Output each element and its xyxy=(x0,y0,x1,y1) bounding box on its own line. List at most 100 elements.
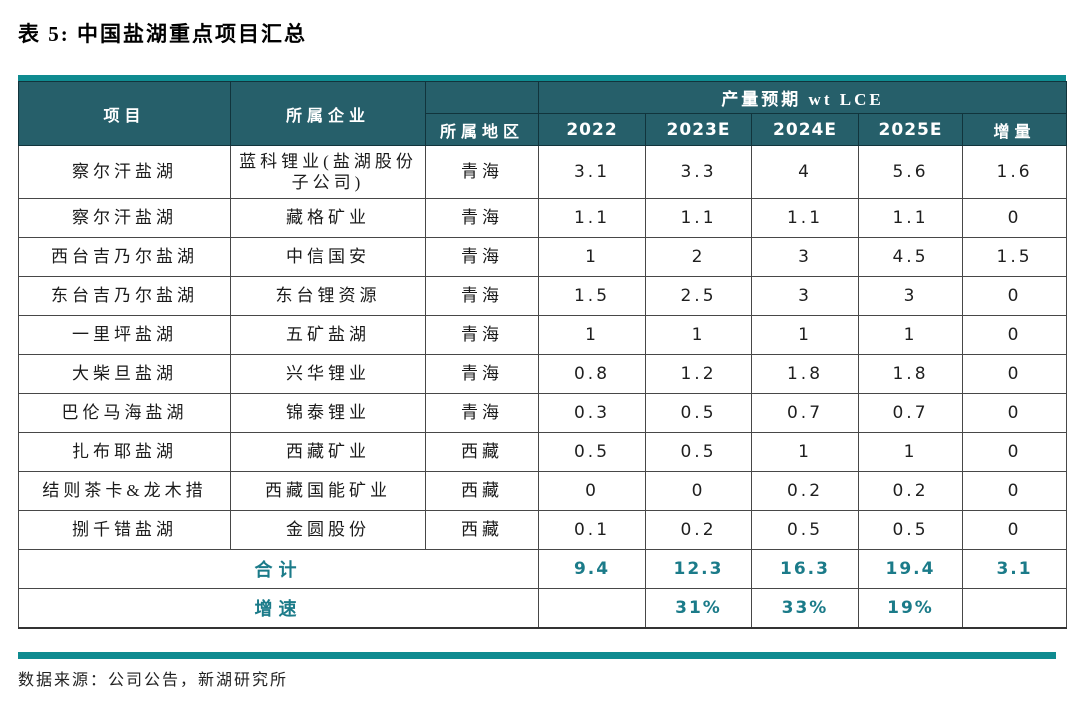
table-row: 察尔汗盐湖 蓝科锂业(盐湖股份子公司) 青海 3.1 3.3 4 5.6 1.6 xyxy=(18,145,1068,199)
project-cell: 一里坪盐湖 xyxy=(18,315,231,355)
value-increment: 0 xyxy=(961,315,1068,355)
value-2022: 1.5 xyxy=(538,276,646,316)
region-cell: 青海 xyxy=(425,145,539,199)
value-2023e: 0.5 xyxy=(645,393,752,433)
project-cell: 大柴旦盐湖 xyxy=(18,354,231,394)
header-year-2024e: 2024E xyxy=(751,113,859,146)
value-2024e: 0.2 xyxy=(751,471,859,511)
value-increment: 0 xyxy=(961,510,1068,550)
value-2025e: 1.1 xyxy=(858,198,963,238)
header-year-2022: 2022 xyxy=(538,113,646,146)
project-cell: 巴伦马海盐湖 xyxy=(18,393,231,433)
growth-2024e: 33% xyxy=(751,588,859,629)
table-row: 大柴旦盐湖 兴华锂业 青海 0.8 1.2 1.8 1.8 0 xyxy=(18,354,1068,394)
value-2023e: 2.5 xyxy=(645,276,752,316)
table-row: 东台吉乃尔盐湖 东台锂资源 青海 1.5 2.5 3 3 0 xyxy=(18,276,1068,316)
value-2022: 1.1 xyxy=(538,198,646,238)
project-cell: 捌千错盐湖 xyxy=(18,510,231,550)
header-year-2025e: 2025E xyxy=(858,113,963,146)
total-2024e: 16.3 xyxy=(751,549,859,589)
value-2022: 0.8 xyxy=(538,354,646,394)
value-2024e: 4 xyxy=(751,145,859,199)
value-2022: 1 xyxy=(538,237,646,277)
growth-2023e: 31% xyxy=(645,588,752,629)
region-cell: 西藏 xyxy=(425,432,539,472)
value-2023e: 2 xyxy=(645,237,752,277)
growth-2022 xyxy=(538,588,646,629)
projects-table: 项目 所属企业 产量预期 wt LCE 所属地区 2022 2023E 2024… xyxy=(18,75,1068,629)
value-increment: 0 xyxy=(961,354,1068,394)
value-2023e: 1 xyxy=(645,315,752,355)
value-2024e: 1 xyxy=(751,315,859,355)
total-label: 合计 xyxy=(18,549,539,589)
header-region: 所属地区 xyxy=(425,113,539,146)
value-2024e: 0.7 xyxy=(751,393,859,433)
value-increment: 1.6 xyxy=(961,145,1068,199)
value-2025e: 1 xyxy=(858,432,963,472)
value-2023e: 3.3 xyxy=(645,145,752,199)
company-cell: 五矿盐湖 xyxy=(230,315,426,355)
project-cell: 东台吉乃尔盐湖 xyxy=(18,276,231,316)
region-cell: 青海 xyxy=(425,354,539,394)
project-cell: 扎布耶盐湖 xyxy=(18,432,231,472)
value-2025e: 4.5 xyxy=(858,237,963,277)
value-2024e: 3 xyxy=(751,276,859,316)
header-company: 所属企业 xyxy=(230,81,426,146)
value-2024e: 3 xyxy=(751,237,859,277)
region-cell: 青海 xyxy=(425,276,539,316)
data-source-note: 数据来源：公司公告，新湖研究所 xyxy=(18,672,289,689)
header-year-2023e: 2023E xyxy=(645,113,752,146)
value-2024e: 0.5 xyxy=(751,510,859,550)
value-increment: 0 xyxy=(961,432,1068,472)
value-increment: 0 xyxy=(961,198,1068,238)
table-row: 结则茶卡&龙木措 西藏国能矿业 西藏 0 0 0.2 0.2 0 xyxy=(18,471,1068,511)
value-increment: 0 xyxy=(961,276,1068,316)
table-header: 项目 所属企业 产量预期 wt LCE 所属地区 2022 2023E 2024… xyxy=(18,81,1068,146)
table-row: 扎布耶盐湖 西藏矿业 西藏 0.5 0.5 1 1 0 xyxy=(18,432,1068,472)
value-2022: 3.1 xyxy=(538,145,646,199)
value-2025e: 0.2 xyxy=(858,471,963,511)
growth-row: 增速 31% 33% 19% xyxy=(18,588,1068,629)
value-2022: 1 xyxy=(538,315,646,355)
value-2023e: 0.5 xyxy=(645,432,752,472)
value-2023e: 0.2 xyxy=(645,510,752,550)
company-cell: 东台锂资源 xyxy=(230,276,426,316)
project-cell: 结则茶卡&龙木措 xyxy=(18,471,231,511)
growth-increment xyxy=(961,588,1068,629)
growth-label: 增速 xyxy=(18,588,539,629)
total-2022: 9.4 xyxy=(538,549,646,589)
table-title: 表 5: 中国盐湖重点项目汇总 xyxy=(18,22,307,46)
value-2025e: 5.6 xyxy=(858,145,963,199)
company-cell: 西藏国能矿业 xyxy=(230,471,426,511)
company-cell: 金圆股份 xyxy=(230,510,426,550)
company-cell: 中信国安 xyxy=(230,237,426,277)
value-2023e: 1.1 xyxy=(645,198,752,238)
header-production-group: 产量预期 wt LCE xyxy=(537,81,1068,114)
value-increment: 0 xyxy=(961,393,1068,433)
bottom-accent-bar xyxy=(18,652,1056,659)
company-cell: 锦泰锂业 xyxy=(230,393,426,433)
company-cell: 西藏矿业 xyxy=(230,432,426,472)
table-row: 巴伦马海盐湖 锦泰锂业 青海 0.3 0.5 0.7 0.7 0 xyxy=(18,393,1068,433)
value-2022: 0 xyxy=(538,471,646,511)
project-cell: 西台吉乃尔盐湖 xyxy=(18,237,231,277)
region-cell: 青海 xyxy=(425,315,539,355)
value-increment: 0 xyxy=(961,471,1068,511)
region-cell: 西藏 xyxy=(425,471,539,511)
region-cell: 青海 xyxy=(425,237,539,277)
value-2025e: 0.7 xyxy=(858,393,963,433)
growth-2025e: 19% xyxy=(858,588,963,629)
value-2025e: 1.8 xyxy=(858,354,963,394)
company-cell: 蓝科锂业(盐湖股份子公司) xyxy=(230,145,426,199)
value-2024e: 1.8 xyxy=(751,354,859,394)
value-2022: 0.1 xyxy=(538,510,646,550)
value-increment: 1.5 xyxy=(961,237,1068,277)
value-2022: 0.5 xyxy=(538,432,646,472)
value-2023e: 1.2 xyxy=(645,354,752,394)
project-cell: 察尔汗盐湖 xyxy=(18,145,231,199)
total-increment: 3.1 xyxy=(961,549,1068,589)
company-cell: 藏格矿业 xyxy=(230,198,426,238)
table-row: 捌千错盐湖 金圆股份 西藏 0.1 0.2 0.5 0.5 0 xyxy=(18,510,1068,550)
header-region-spacer xyxy=(425,81,539,114)
project-cell: 察尔汗盐湖 xyxy=(18,198,231,238)
